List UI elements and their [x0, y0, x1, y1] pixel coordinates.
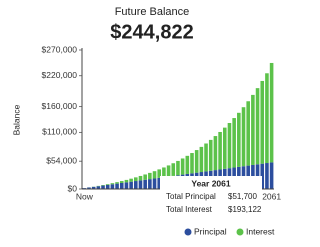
bar-segment	[105, 184, 110, 185]
bar-segment	[269, 62, 274, 163]
bar-segment	[152, 178, 157, 189]
bar-segment	[204, 143, 208, 172]
tooltip-box	[160, 176, 262, 218]
bar-segment	[115, 183, 119, 189]
bar-segment	[199, 146, 204, 173]
bar-segment	[110, 184, 115, 189]
y-tick-label: $110,000	[42, 127, 77, 137]
bar-segment	[119, 182, 124, 189]
bar-segment	[185, 155, 190, 174]
bar-segment	[138, 180, 143, 189]
y-tick-label: $0	[68, 183, 78, 193]
bar-segment	[124, 182, 129, 189]
bar-segment	[134, 181, 138, 189]
bar-segment	[115, 182, 119, 184]
bar-segment	[213, 136, 218, 171]
y-axis-label: Balance	[11, 104, 21, 135]
y-tick-label: $160,000	[42, 101, 78, 111]
bar-segment	[265, 73, 269, 164]
bar-segment	[255, 88, 260, 165]
bar-segment	[124, 179, 129, 183]
bar-segment	[176, 160, 180, 176]
tooltip-value: $193,122	[228, 205, 262, 214]
bar-segment	[152, 171, 157, 179]
bar-segment	[171, 163, 176, 176]
legend-label: Principal	[194, 226, 227, 236]
bar-segment	[162, 167, 166, 178]
bar-segment	[194, 150, 199, 173]
bar-segment	[265, 163, 269, 189]
legend-swatch	[236, 228, 244, 236]
bar-segment	[148, 172, 152, 180]
bar-segment	[208, 139, 213, 171]
tooltip-title: Year 2061	[191, 178, 231, 188]
tooltip-label: Total Principal	[166, 192, 216, 201]
bar-segment	[101, 185, 105, 186]
bar-segment	[227, 122, 232, 169]
bar-segment	[119, 181, 124, 183]
bar-segment	[218, 131, 222, 170]
bar-segment	[237, 112, 241, 167]
y-tick-label: $54,000	[46, 155, 77, 165]
bar-segment	[157, 177, 162, 189]
bar-segment	[251, 94, 255, 165]
bar-segment	[166, 165, 171, 177]
bar-segment	[110, 183, 115, 185]
chart-title: Future Balance	[115, 6, 190, 18]
balance-amount: $244,822	[110, 21, 193, 43]
bar-segment	[157, 169, 162, 178]
y-tick-label: $220,000	[42, 70, 78, 80]
bar-segment	[129, 178, 133, 182]
bar-segment	[232, 118, 236, 168]
legend-label: Interest	[246, 226, 275, 236]
x-tick-label: Now	[76, 191, 94, 201]
bar-segment	[138, 175, 143, 181]
x-tick-label: 2061	[262, 191, 281, 201]
bar-segment	[260, 80, 265, 164]
bar-segment	[143, 174, 147, 180]
bar-segment	[96, 186, 101, 189]
tooltip-value: $51,700	[228, 192, 257, 201]
bar-segment	[101, 185, 105, 189]
bar-segment	[180, 158, 185, 175]
legend-swatch	[184, 228, 192, 236]
chart: Future Balance $244,822 Balance $0 $54,00…	[11, 6, 281, 236]
bar-segment	[241, 107, 246, 167]
bar-segment	[269, 162, 274, 189]
bar-segment	[129, 181, 133, 189]
bar-segment	[134, 177, 138, 182]
tooltip-label: Total Interest	[166, 205, 213, 214]
bar-segment	[87, 187, 91, 189]
bar-segment	[222, 127, 227, 169]
bar-segment	[148, 179, 152, 189]
bar-segment	[246, 101, 250, 166]
y-tick-label: $270,000	[42, 44, 78, 54]
bar-segment	[91, 186, 96, 189]
bar-segment	[105, 184, 110, 189]
bar-segment	[190, 153, 194, 174]
bar-segment	[143, 179, 147, 189]
bar-segment	[260, 163, 265, 189]
